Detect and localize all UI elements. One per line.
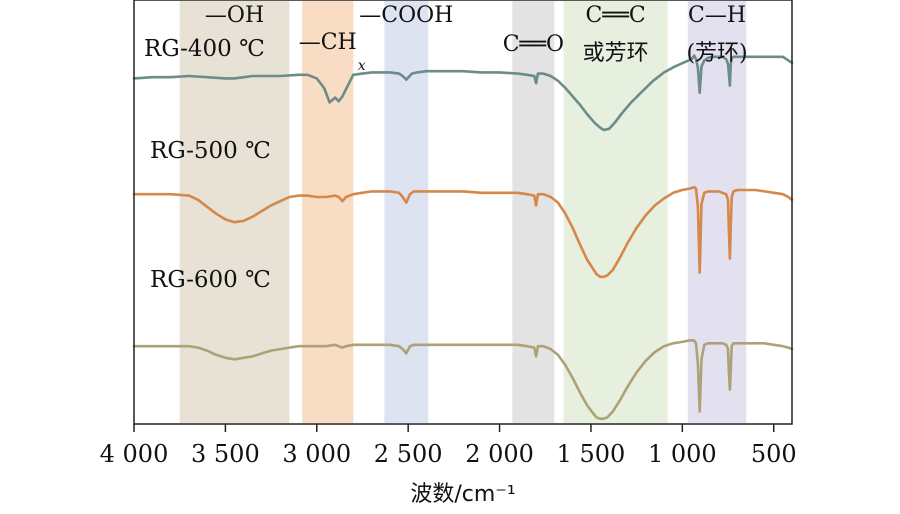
series-label-1: RG-400 ℃ (144, 36, 265, 62)
x-tick-label-2: 3 000 (282, 440, 351, 468)
series-labels: RG-400 ℃ RG-500 ℃ RG-600 ℃ (144, 36, 271, 293)
band-label-ch-sub: x (358, 58, 366, 74)
band-labels: —OH —CHx —COOH C══O C══C 或芳环 C—H (芳环) (205, 3, 748, 74)
x-tick-label-7: 500 (751, 440, 797, 468)
x-tick-label-6: 1 000 (648, 440, 717, 468)
band-label-chh: C—H (688, 3, 746, 28)
band-label-cooh: —COOH (359, 3, 453, 28)
band-layer (179, 1, 747, 423)
series-line-2 (132, 185, 794, 279)
plot-frame (133, 0, 793, 425)
x-tick-label-0: 4 000 (100, 440, 169, 468)
band-cooh (384, 1, 429, 423)
band-co (512, 1, 555, 423)
band-label-cc: C══C (586, 3, 646, 28)
band-label-co: C══O (503, 32, 564, 57)
x-axis-label: 波数/cm⁻¹ (410, 482, 515, 507)
band-label-chh-1: (芳环) (686, 41, 747, 66)
x-tick-label-3: 2 500 (374, 440, 443, 468)
series-label-2: RG-500 ℃ (150, 138, 271, 164)
series-line-3 (132, 339, 794, 420)
series-label-3: RG-600 ℃ (150, 267, 271, 293)
band-oh (179, 1, 290, 423)
band-label-ch: —CH (299, 30, 357, 55)
x-tick-label-1: 3 500 (191, 440, 260, 468)
band-ch (302, 1, 354, 423)
series-line-1 (132, 54, 794, 132)
band-label-oh: —OH (205, 3, 264, 28)
band-label-cc-1: 或芳环 (583, 41, 649, 66)
x-tick-label-4: 2 000 (465, 440, 534, 468)
series-layer (132, 54, 794, 420)
x-tick-label-5: 1 500 (557, 440, 626, 468)
x-ticks: 4 000 3 500 3 000 2 500 2 000 1 500 1 000 500 (100, 424, 797, 468)
